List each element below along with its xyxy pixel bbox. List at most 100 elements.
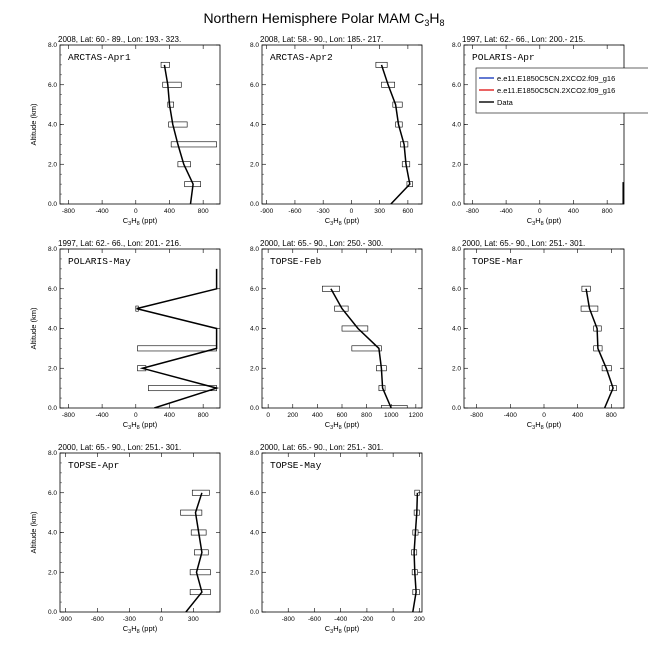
data-range-box (375, 61, 388, 68)
data-profile-line (585, 288, 614, 408)
x-tick-label: 0 (391, 616, 395, 623)
y-tick-label: 4.0 (452, 326, 461, 333)
y-tick-label: 2.0 (48, 365, 57, 372)
y-tick-label: 6.0 (250, 286, 259, 293)
y-tick-label: 8.0 (452, 42, 461, 49)
data-range-box (167, 101, 174, 108)
x-tick-label: -400 (504, 412, 517, 419)
data-range-box (162, 81, 182, 88)
y-tick-label: 8.0 (48, 246, 57, 253)
y-tick-label: 6.0 (250, 82, 259, 89)
y-tick-label: 0.0 (452, 201, 461, 208)
x-tick-label: 0 (538, 208, 542, 215)
x-tick-label: 0 (266, 412, 270, 419)
x-axis-label: C3H8 (ppt) (123, 216, 158, 227)
x-tick-label: -400 (96, 208, 109, 215)
data-range-box (322, 285, 340, 292)
x-tick-label: -800 (62, 208, 75, 215)
plot-area (580, 285, 617, 408)
x-tick-label: 600 (402, 208, 413, 215)
data-range-box (381, 81, 396, 88)
plot-area (411, 489, 420, 612)
y-tick-label: 4.0 (48, 530, 57, 537)
legend-label: e.e11.E1850C5CN.2XCO2.f09_g16 (497, 74, 615, 83)
data-range-box (609, 385, 617, 392)
x-tick-label: 400 (164, 412, 175, 419)
x-axis-label: C3H8 (ppt) (325, 624, 360, 635)
x-tick-label: 300 (188, 616, 199, 623)
panel-header: 2008, Lat: 58.- 90., Lon: 185.- 217. (260, 35, 383, 44)
panel-polaris-apr: 1997, Lat: 62.- 66., Lon: 200.- 215. 0.0 2… (452, 35, 648, 227)
y-tick-label: 0.0 (452, 405, 461, 412)
y-tick-label: 4.0 (250, 122, 259, 129)
x-tick-label: -200 (360, 616, 373, 623)
x-tick-label: -600 (288, 208, 301, 215)
x-tick-label: 800 (361, 412, 372, 419)
x-tick-label: -300 (317, 208, 330, 215)
x-axis-label: C3H8 (ppt) (527, 420, 562, 431)
y-tick-label: 0.0 (250, 609, 259, 616)
legend: e.e11.E1850C5CN.2XCO2.f09_g16 e.e11.E1850… (475, 67, 648, 114)
x-tick-label: 200 (414, 616, 425, 623)
data-range-box (341, 325, 369, 332)
panel-name: ARCTAS-Apr1 (68, 52, 131, 63)
panel-header: 2000, Lat: 65.- 90., Lon: 251.- 301. (462, 239, 585, 248)
legend-label: Data (497, 98, 514, 107)
y-tick-label: 2.0 (48, 161, 57, 168)
plot-frame (261, 452, 423, 613)
data-range-box (170, 141, 217, 148)
data-range-box (137, 365, 147, 372)
y-tick-label: 2.0 (250, 161, 259, 168)
panel-header: 2000, Lat: 65.- 90., Lon: 250.- 300. (260, 239, 383, 248)
y-axis-label: Altitude (km) (29, 307, 38, 350)
x-axis-label: C3H8 (ppt) (325, 216, 360, 227)
x-tick-label: -600 (308, 616, 321, 623)
y-tick-label: 4.0 (452, 122, 461, 129)
data-profile-line (380, 64, 411, 204)
plot-frame (59, 452, 221, 613)
x-tick-label: -800 (282, 616, 295, 623)
legend-label: e.e11.E1850C5CN.2XCO2.f09_g16 (497, 86, 615, 95)
plot-frame (59, 248, 221, 409)
x-tick-label: -800 (466, 208, 479, 215)
x-tick-label: 0 (134, 412, 138, 419)
panel-header: 2000, Lat: 65.- 90., Lon: 251.- 301. (260, 443, 383, 452)
y-tick-label: 4.0 (48, 122, 57, 129)
y-tick-label: 2.0 (452, 365, 461, 372)
data-range-box (137, 345, 217, 352)
data-profile-line (330, 288, 392, 408)
y-axis-label: Altitude (km) (29, 103, 38, 146)
data-range-box (148, 385, 217, 392)
x-tick-label: 300 (374, 208, 385, 215)
y-tick-label: 2.0 (48, 569, 57, 576)
plot-area (180, 489, 211, 612)
panel-name: POLARIS-Apr (472, 52, 535, 63)
plot-area (375, 61, 413, 204)
data-range-box (351, 345, 382, 352)
plot-area (160, 61, 217, 204)
plot-frame (463, 248, 625, 409)
x-tick-label: -400 (334, 616, 347, 623)
plot-area (135, 268, 220, 408)
panel-topse-mar: 2000, Lat: 65.- 90., Lon: 251.- 301. 0.0 2… (452, 239, 625, 431)
x-tick-label: 600 (337, 412, 348, 419)
panel-header: 2008, Lat: 60.- 89., Lon: 193.- 323. (58, 35, 181, 44)
data-profile-line (185, 492, 203, 612)
y-tick-label: 8.0 (452, 246, 461, 253)
panel-name: TOPSE-Feb (270, 256, 322, 267)
x-tick-label: 0 (542, 412, 546, 419)
y-axis-label: Altitude (km) (29, 511, 38, 554)
panel-topse-may: 2000, Lat: 65.- 90., Lon: 251.- 301. 0.0 2… (250, 443, 425, 635)
x-tick-label: 400 (164, 208, 175, 215)
x-tick-label: -800 (62, 412, 75, 419)
y-tick-label: 6.0 (452, 82, 461, 89)
y-tick-label: 8.0 (250, 42, 259, 49)
y-tick-label: 4.0 (250, 530, 259, 537)
x-axis-label: C3H8 (ppt) (123, 420, 158, 431)
panel-name: POLARIS-May (68, 256, 131, 267)
x-tick-label: 400 (568, 208, 579, 215)
x-tick-label: 0 (160, 616, 164, 623)
panel-header: 1997, Lat: 62.- 66., Lon: 201.- 216. (58, 239, 181, 248)
x-axis-label: C3H8 (ppt) (527, 216, 562, 227)
legend-box (475, 67, 648, 114)
